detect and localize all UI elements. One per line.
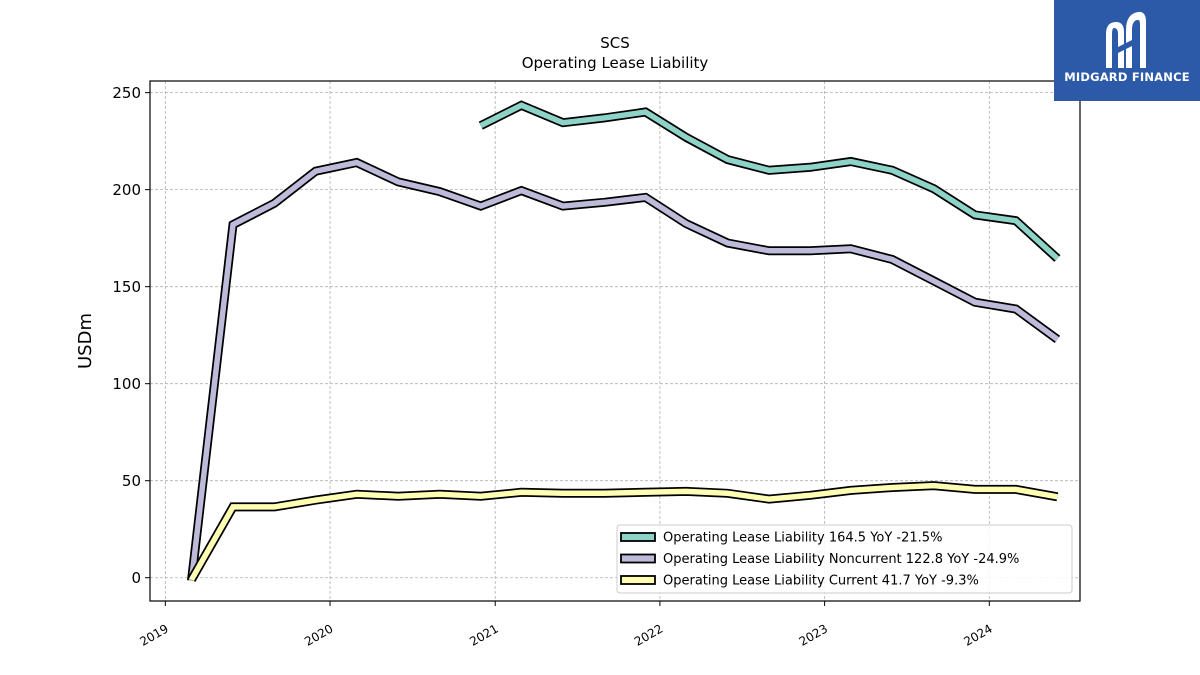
plot-frame	[149, 80, 1081, 602]
x-tick-label: 2020	[302, 621, 335, 648]
x-tick-label: 2023	[797, 621, 830, 648]
y-axis-label: USDm	[75, 313, 96, 369]
legend-label-1: Operating Lease Liability 164.5 YoY -21.…	[663, 531, 942, 546]
y-tick-label: 0	[131, 569, 141, 587]
y-tick-label: 150	[112, 278, 141, 296]
series-line-3	[189, 482, 1058, 582]
x-axis: 2019 2020 2021 2022 2023 2024	[137, 601, 995, 649]
x-tick-label: 2021	[467, 621, 500, 648]
y-axis: 0 50 100 150 200 250	[112, 84, 150, 587]
x-tick-label: 2019	[137, 621, 170, 648]
legend-box	[616, 524, 1073, 594]
series-layer	[187, 100, 1061, 582]
brand-logo: MIDGARD FINANCE	[1054, 0, 1200, 101]
series-line-2	[188, 159, 1060, 581]
legend: Operating Lease Liability 164.5 YoY -21.…	[616, 524, 1073, 594]
brand-name: MIDGARD FINANCE	[1064, 70, 1190, 84]
y-tick-label: 200	[112, 181, 141, 199]
legend-label-2: Operating Lease Liability Noncurrent 122…	[663, 552, 1019, 567]
legend-swatch-3	[620, 575, 656, 585]
x-tick-label: 2024	[961, 621, 994, 648]
midgard-m-icon	[1106, 11, 1146, 68]
y-tick-label: 100	[112, 375, 141, 393]
chart-title: SCS	[600, 34, 630, 52]
y-tick-label: 250	[112, 84, 141, 102]
chart-subtitle: Operating Lease Liability	[522, 54, 709, 72]
legend-label-3: Operating Lease Liability Current 41.7 Y…	[663, 574, 979, 589]
series-line-1	[479, 102, 1060, 261]
series-line-outline-2	[187, 157, 1061, 582]
series-line-outline-1	[478, 100, 1061, 262]
y-tick-label: 50	[122, 472, 141, 490]
x-tick-label: 2022	[632, 621, 665, 648]
legend-swatch-2	[620, 553, 656, 564]
grid-lines	[150, 81, 1080, 601]
legend-swatch-1	[620, 532, 656, 542]
